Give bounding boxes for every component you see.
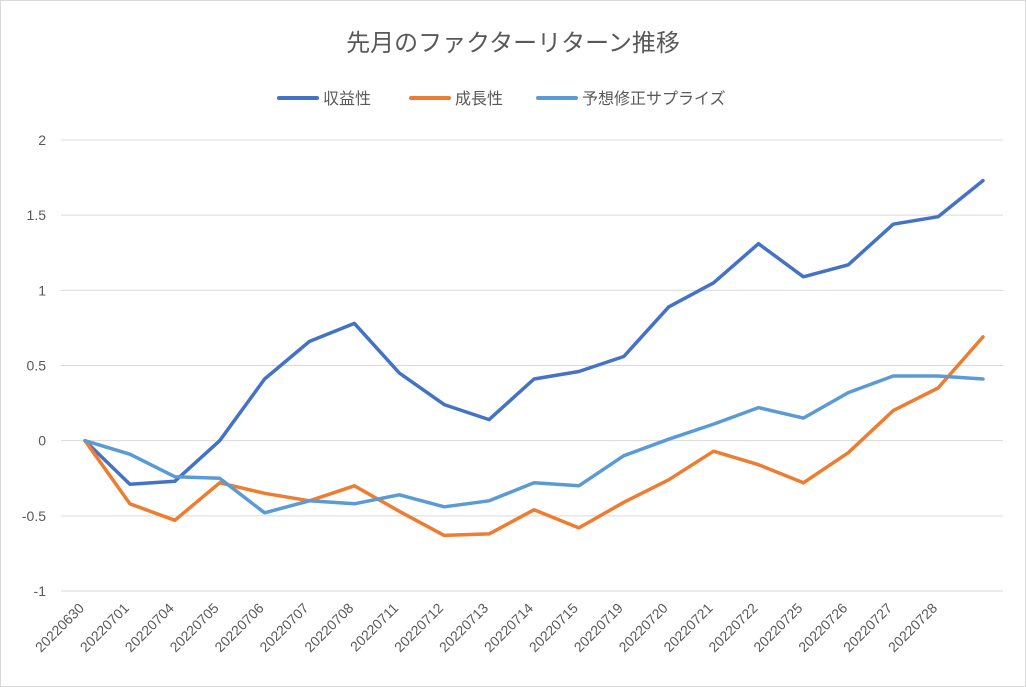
y-tick-label: -1 [34,583,47,599]
legend: 収益性 成長性 予想修正サプライズ [277,89,726,108]
y-tick-label: -0.5 [22,508,46,524]
series-line-1 [83,335,985,538]
series-lines [83,178,985,538]
y-tick-label: 1 [38,282,46,298]
legend-label: 成長性 [455,89,503,108]
gridlines [61,139,1003,592]
series-line-2 [83,374,985,515]
y-axis: 2 1.5 1 0.5 0 -0.5 -1 [22,132,46,599]
y-tick-label: 2 [38,132,46,148]
x-axis: 2022063020220701202207042022070520220706… [32,600,941,656]
series-line-0 [83,178,985,487]
x-tick-label: 20220708 [301,600,357,656]
legend-label: 予想修正サプライズ [582,89,726,108]
legend-label: 収益性 [323,89,371,108]
y-tick-label: 0.5 [27,358,47,374]
chart-title: 先月のファクターリターン推移 [346,29,680,57]
y-tick-label: 0 [38,433,46,449]
y-tick-label: 1.5 [27,207,47,223]
x-tick-label: 20220728 [885,600,941,656]
